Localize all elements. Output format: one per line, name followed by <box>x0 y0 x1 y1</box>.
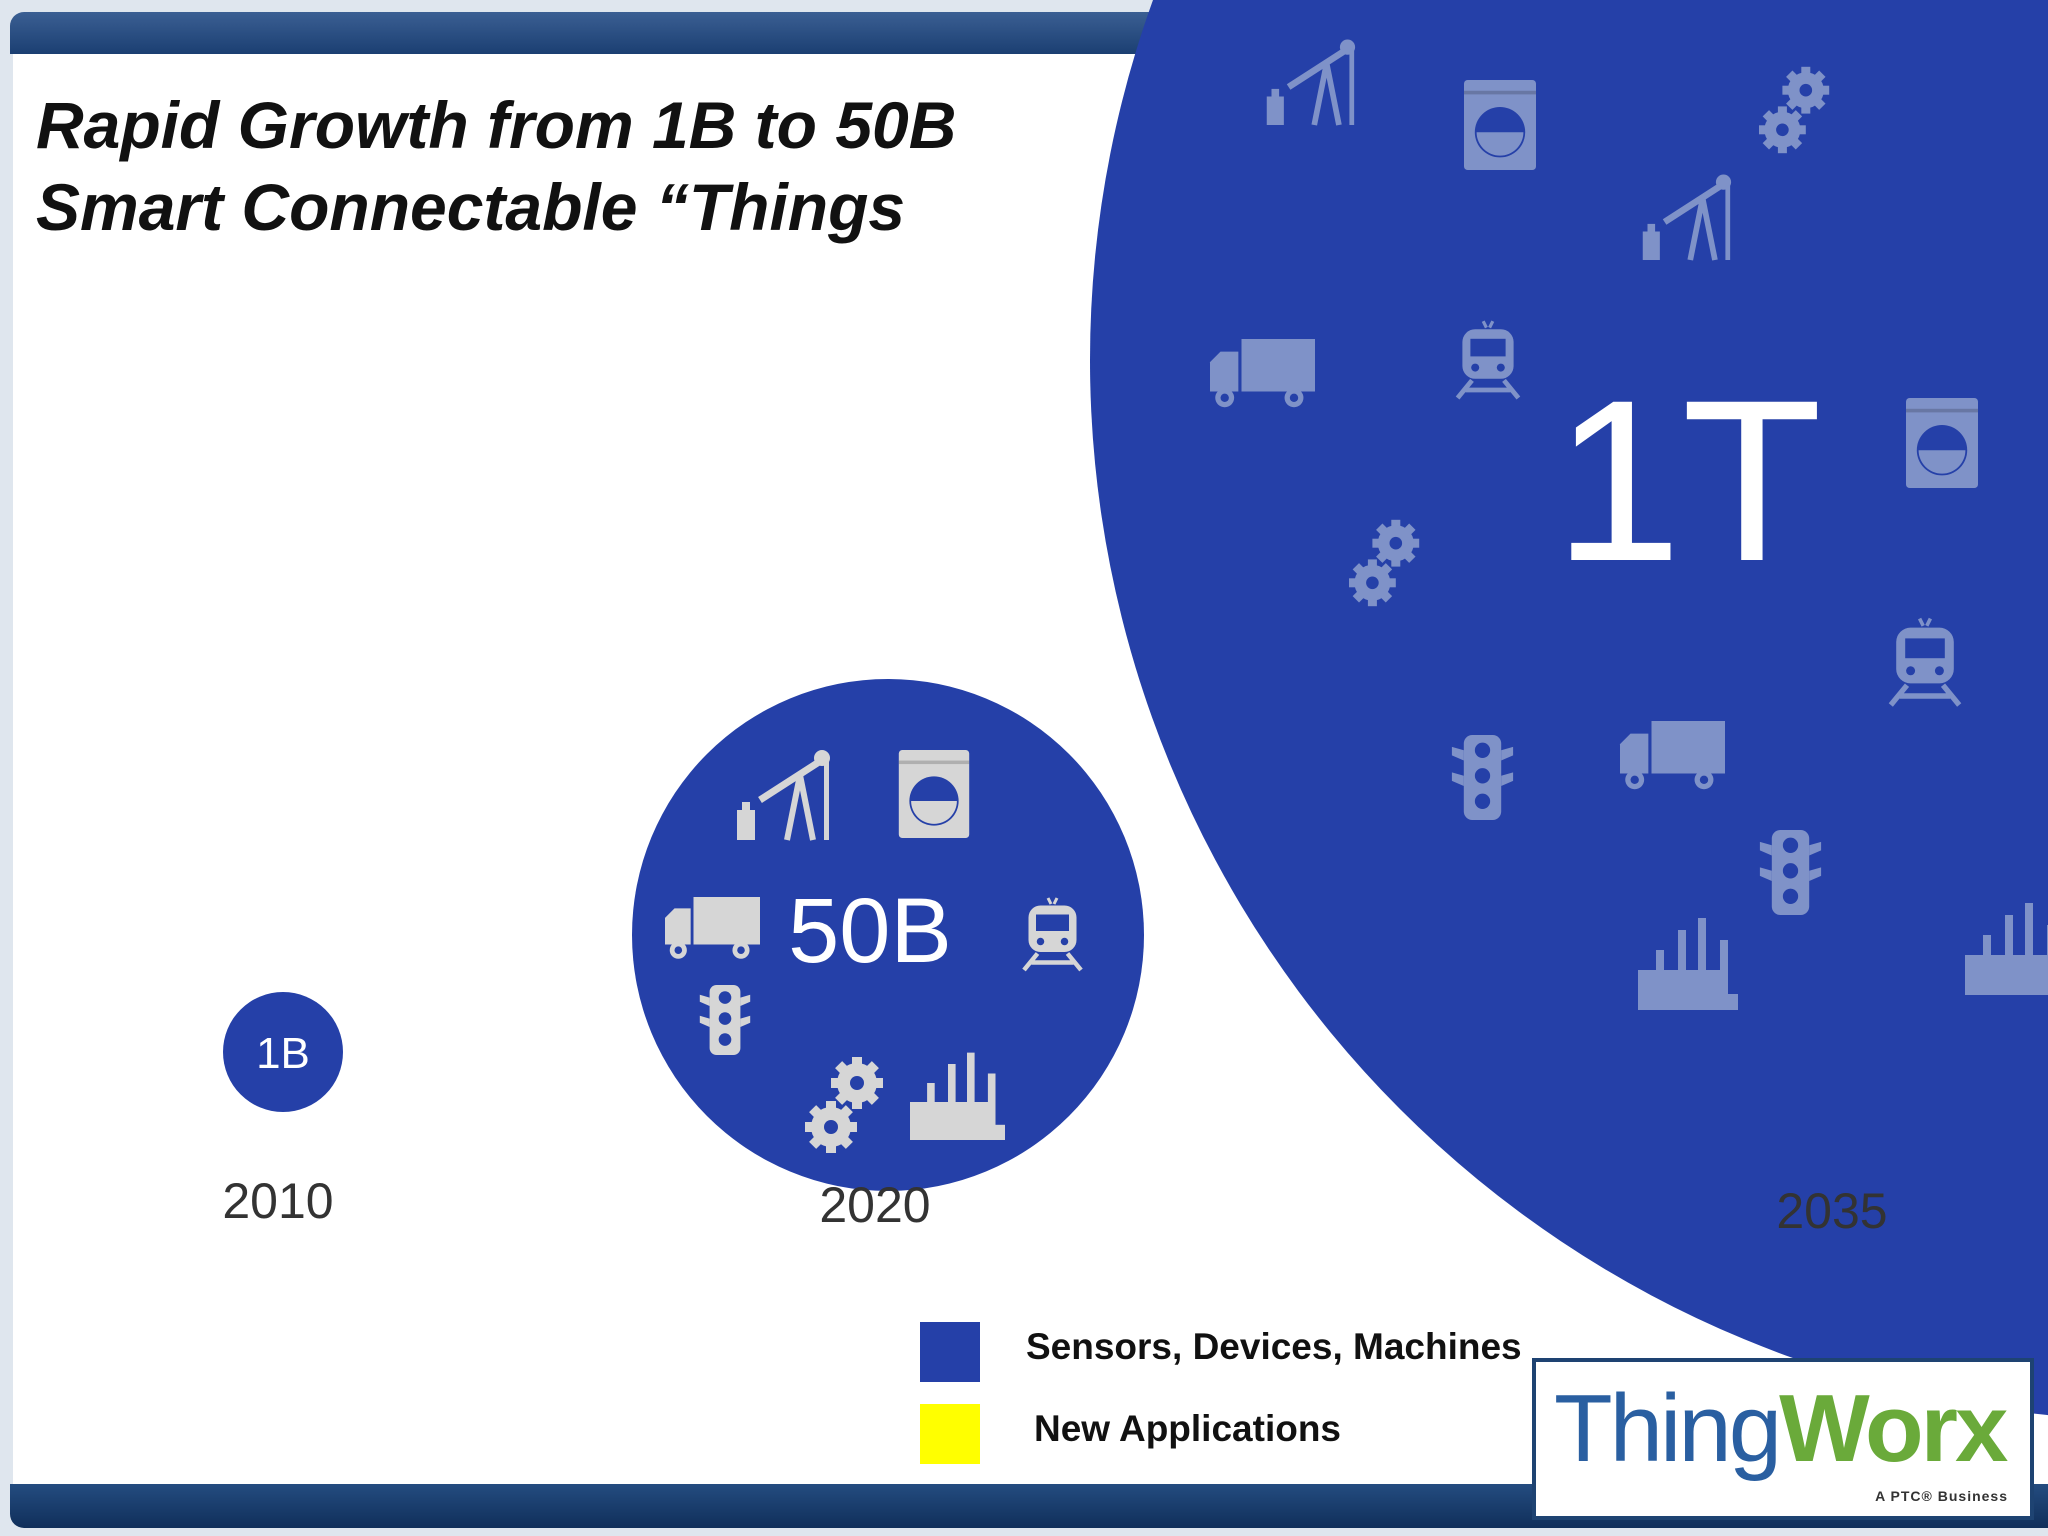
bubble-label-2035: 1T <box>1554 352 1822 609</box>
bubble-2035-train-icon <box>1455 320 1521 400</box>
thingworx-logo: ThingWorx A PTC® Business <box>1532 1358 2034 1520</box>
bubble-2035-truck-icon <box>1210 339 1315 408</box>
bubble-2020 <box>632 679 1144 1191</box>
bubble-2020-train-icon <box>1022 897 1083 972</box>
year-label-2035: 2035 <box>1776 1183 1887 1239</box>
legend-swatch-new-applications <box>920 1404 980 1464</box>
year-label-2020: 2020 <box>819 1177 930 1233</box>
bubble-2035-oil-pump-icon <box>1266 39 1356 126</box>
bubble-2020-truck-icon <box>665 897 760 959</box>
bubble-2020-oil-pump-icon <box>737 750 830 841</box>
logo-tagline: A PTC® Business <box>1875 1488 2008 1504</box>
logo-worx-text: Worx <box>1779 1375 2008 1482</box>
bubble-2035-train-icon <box>1888 617 1962 707</box>
bubble-2035-traffic-light-icon <box>1451 735 1514 820</box>
bubble-2035-traffic-light-icon <box>1759 830 1822 915</box>
title-line-2: Smart Connectable “Things <box>36 170 906 244</box>
bubble-2035-oil-pump-icon <box>1642 174 1732 261</box>
bubble-2020-factory-icon <box>910 1052 1005 1140</box>
bubble-2035-truck-icon <box>1620 721 1725 790</box>
year-label-2010: 2010 <box>222 1173 333 1229</box>
bubble-label-2020: 50B <box>788 880 952 982</box>
bubble-2035-washing-machine-icon <box>1906 398 1978 488</box>
bubble-2020-gears-icon <box>805 1057 883 1153</box>
title-line-1: Rapid Growth from 1B to 50B <box>36 88 957 162</box>
bubble-2035-gears-icon <box>1349 519 1420 607</box>
bubble-2010 <box>223 992 343 1112</box>
bubble-2035-factory-icon <box>1638 918 1738 1010</box>
bubble-2035-gears-icon <box>1759 66 1830 154</box>
legend-swatch-sensors <box>920 1322 980 1382</box>
logo-wordmark: ThingWorx <box>1554 1374 2008 1484</box>
slide-title: Rapid Growth from 1B to 50B Smart Connec… <box>36 84 1056 248</box>
bubble-2020-traffic-light-icon <box>699 985 751 1055</box>
bubble-2035-factory-icon <box>1965 903 2048 995</box>
legend-label-sensors: Sensors, Devices, Machines <box>1026 1326 1522 1367</box>
bubble-2035 <box>1090 0 2048 1415</box>
bubble-2035-washing-machine-icon <box>1464 80 1536 170</box>
logo-thing-text: Thing <box>1554 1375 1782 1482</box>
bubble-label-2010: 1B <box>256 1029 310 1078</box>
legend-label-new-applications: New Applications <box>1034 1408 1342 1449</box>
bubble-2020-washing-machine-icon <box>898 750 970 838</box>
